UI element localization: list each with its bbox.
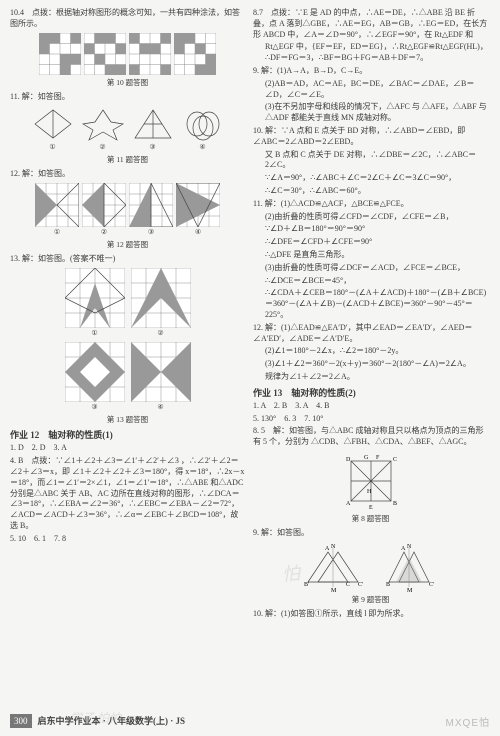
- fig12-a: [35, 183, 79, 227]
- p11-6: (3)由折叠的性质可得∠DCF＝∠ACD，∠FCE＝∠BCE，: [253, 263, 488, 274]
- fig12-d: [176, 183, 220, 227]
- svg-text:B': B': [304, 582, 309, 588]
- fig9-b: B A C' M N: [374, 542, 444, 592]
- fig8-row: D G F C A E B H: [253, 451, 488, 511]
- fig11-row: ① ② ③: [10, 106, 245, 152]
- svg-text:C': C': [429, 582, 434, 588]
- p11-4: ∴∠DFE＝∠CFD＋∠CFE＝90°: [253, 237, 488, 248]
- fig10-d: [174, 33, 216, 75]
- p11-7: ∴∠DCE＝∠BCE＝45°，: [253, 276, 488, 287]
- p10b: 又 B 点和 C 点关于 DE 对称，∴∠DBE＝∠2C，∴∠ABC＝2∠C。: [253, 150, 488, 172]
- p8-7b: Rt△EGF 中，{EF＝EF，ED＝EG}，∴Rt△EGF≌Rt△EGF(HL…: [253, 42, 488, 64]
- p11-2: (2)由折叠的性质可得∠CFD＝∠CDF，∠CFE＝∠B，: [253, 212, 488, 223]
- fig12-row: ① ② ③: [10, 183, 245, 237]
- fig8-caption: 第 8 题答图: [253, 514, 488, 524]
- p12: 12. 解：如答图。: [10, 169, 245, 180]
- svg-text:C: C: [346, 582, 350, 588]
- p11-5: ∴△DFE 是直角三角形。: [253, 250, 488, 261]
- p12-2: (2)∠1＝180°－2∠x，∴∠2＝180°－2y。: [253, 346, 488, 357]
- page-number: 300: [10, 714, 32, 728]
- label-4: ④: [199, 143, 205, 152]
- p11: 11. 解：如答图。: [10, 92, 245, 103]
- svg-text:N: N: [331, 544, 336, 550]
- p10d: ∴∠C＝30°，∴∠ABC＝60°。: [253, 186, 488, 197]
- p13: 13. 解：如答图。(答案不唯一): [10, 254, 245, 265]
- svg-text:N: N: [407, 544, 412, 550]
- section-12: 作业 12 轴对称的性质(1): [10, 429, 245, 441]
- svg-text:A: A: [401, 546, 406, 552]
- fig11-d: [181, 106, 225, 142]
- fig13-caption: 第 13 题答图: [10, 415, 245, 425]
- p11-8: ∴∠CDA＋∠CEB＝180°－(∠A＋∠ACD)＋180°－(∠B＋∠BCE)…: [253, 288, 488, 320]
- left-column: 10.4 点拨：根据轴对称图形的概念可知，一共有四种涂法，如答图所示。: [10, 8, 245, 622]
- label-1: ①: [49, 143, 55, 152]
- svg-text:A: A: [346, 501, 351, 507]
- label-2: ②: [99, 143, 105, 152]
- p9-3: (3)在不另加字母和线段的情况下，△AFC 与 △AFE，△ABF 与 △ADF…: [253, 102, 488, 124]
- svg-text:D: D: [346, 457, 351, 463]
- p10-4: 10.4 点拨：根据轴对称图形的概念可知，一共有四种涂法，如答图所示。: [10, 8, 245, 30]
- p12-4: 规律为∠1＋∠2＝2∠A。: [253, 372, 488, 383]
- a13-1: 1. A 2. B 3. A 4. B: [253, 401, 488, 412]
- fig9-caption: 第 9 题答图: [253, 595, 488, 605]
- fig10-b: [84, 33, 126, 75]
- page-container: 10.4 点拨：根据轴对称图形的概念可知，一共有四种涂法，如答图所示。: [0, 0, 500, 646]
- svg-text:F: F: [376, 455, 380, 461]
- svg-text:B: B: [386, 582, 390, 588]
- fig11-caption: 第 11 题答图: [10, 155, 245, 165]
- p9r: 9. 解：如答图。: [253, 528, 488, 539]
- a13-8: 8. 5 解：如答图，与△ABC 成轴对称且只以格点为顶点的三角形有 5 个，分…: [253, 426, 488, 448]
- watermark-center: 怕: [281, 561, 301, 587]
- p11-3: ∵∠D＋∠B＝180°＝90°＝90°: [253, 224, 488, 235]
- svg-text:M: M: [331, 588, 337, 592]
- svg-text:H: H: [367, 489, 372, 495]
- svg-text:C': C': [358, 582, 363, 588]
- svg-text:B: B: [393, 501, 397, 507]
- section-13: 作业 13 轴对称的性质(2): [253, 387, 488, 399]
- fig13-row1: ① ②: [10, 268, 245, 338]
- a13-5: 5. 130° 6. 3 7. 10°: [253, 414, 488, 425]
- fig11-c: [131, 106, 175, 142]
- fig12-c: [129, 183, 173, 227]
- fig11-b: [81, 106, 125, 142]
- svg-text:M: M: [407, 588, 413, 592]
- a12-5: 5. 10 6. 1 7. 8: [10, 534, 245, 545]
- fig13-d: [131, 342, 191, 402]
- watermark-url: 学子 怕怕: [70, 710, 121, 726]
- p12: 12. 解：(1)△EAD≌△EA′D′，其中∠EAD＝∠EA′D′，∠AED＝…: [253, 323, 488, 345]
- right-column: 8.7 点拨：∵E 是 AD 的中点，∴AE＝DE，∴△ABE 沿 BE 折叠，…: [253, 8, 488, 622]
- a12-1: 1. D 2. D 3. A: [10, 443, 245, 454]
- fig13-c: [65, 342, 125, 402]
- fig13-row2: ③ ④: [10, 342, 245, 412]
- fig13-a: [65, 268, 125, 328]
- watermark-logo: MXQE怕: [446, 717, 490, 731]
- fig10-row: [10, 33, 245, 75]
- fig12-caption: 第 12 题答图: [10, 240, 245, 250]
- fig9-a: B' A C M N C': [298, 542, 368, 592]
- fig8: D G F C A E B H: [336, 451, 406, 511]
- svg-text:E: E: [369, 505, 373, 511]
- label-3: ③: [149, 143, 155, 152]
- p11: 11. 解：(1)△ACD≌△ACF，△BCE≌△FCE。: [253, 199, 488, 210]
- fig11-a: [31, 106, 75, 142]
- p8-7: 8.7 点拨：∵E 是 AD 的中点，∴AE＝DE，∴△ABE 沿 BE 折叠，…: [253, 8, 488, 40]
- p9-2: (2)AB＝AD，AC＝AE，BC＝DE，∠BAC＝∠DAE，∠B＝∠D，∠C＝…: [253, 79, 488, 101]
- svg-text:G: G: [364, 455, 369, 461]
- fig12-b: [82, 183, 126, 227]
- a12-4: 4. B 点拨：∵∠1＋∠2＋∠3＝∠1′＋∠2′＋∠3 ，∴∠2′＋∠2＝∠2…: [10, 456, 245, 532]
- p9: 9. 解：(1)A→A，B→D，C→E。: [253, 66, 488, 77]
- fig10-a: [39, 33, 81, 75]
- p10r: 10. 解：(1)如答图①所示，直线 l 即为所求。: [253, 609, 488, 620]
- svg-text:A: A: [325, 546, 330, 552]
- p10: 10. 解：∵A 点和 E 点关于 BD 对称，∴∠ABD＝∠EBD，即∠ABC…: [253, 126, 488, 148]
- svg-text:C: C: [393, 457, 397, 463]
- fig13-b: [131, 268, 191, 328]
- fig10-caption: 第 10 题答图: [10, 78, 245, 88]
- p12-3: (3)∠1＋∠2＝360°－2(x＋y)＝360°－2(180°－∠A)＝2∠A…: [253, 359, 488, 370]
- p10c: ∵∠A＝90°，∴∠ABC＋∠C＝2∠C＋∠C＝3∠C＝90°，: [253, 173, 488, 184]
- fig10-c: [129, 33, 171, 75]
